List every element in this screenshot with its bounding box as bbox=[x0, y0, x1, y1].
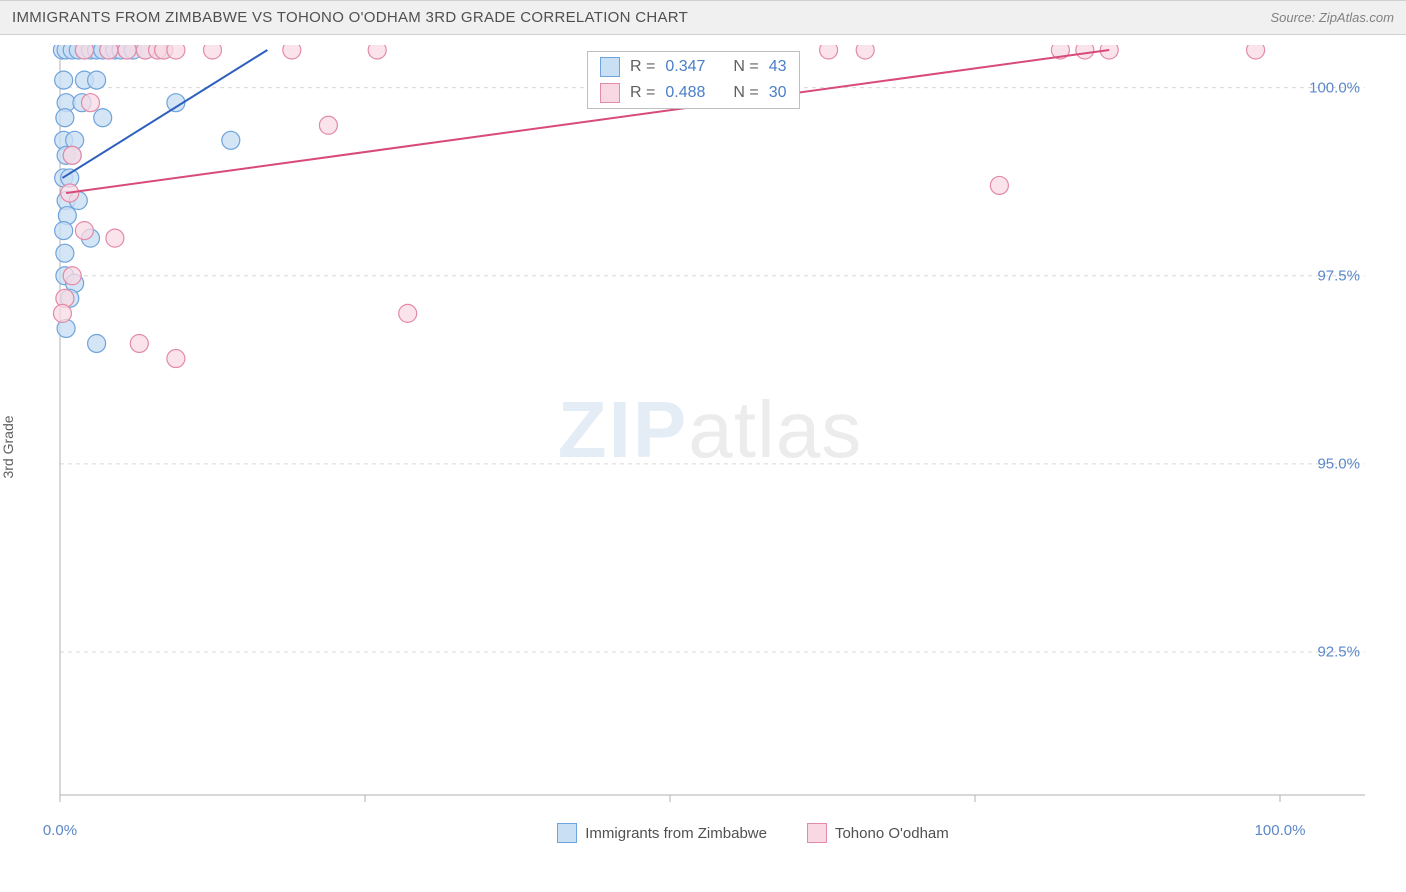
y-tick-label: 92.5% bbox=[1317, 644, 1360, 661]
legend-item: Tohono O'odham bbox=[807, 823, 949, 843]
legend-swatch bbox=[807, 823, 827, 843]
source-prefix: Source: bbox=[1270, 10, 1318, 25]
bottom-legend: Immigrants from Zimbabwe Tohono O'odham bbox=[50, 815, 1406, 843]
y-tick-labels: 92.5% 95.0% 97.5% 100.0% bbox=[50, 45, 1370, 815]
legend-item: Immigrants from Zimbabwe bbox=[557, 823, 767, 843]
plot-container: ZIPatlas R =0.347N =43R =0.488N =30 92.5… bbox=[50, 45, 1370, 815]
source-credit: Source: ZipAtlas.com bbox=[1270, 10, 1394, 25]
y-axis-label: 3rd Grade bbox=[0, 415, 16, 478]
chart-title: IMMIGRANTS FROM ZIMBABWE VS TOHONO O'ODH… bbox=[12, 9, 688, 26]
y-tick-label: 100.0% bbox=[1309, 79, 1360, 96]
legend-swatch bbox=[557, 823, 577, 843]
chart-area: 3rd Grade ZIPatlas R =0.347N =43R =0.488… bbox=[0, 35, 1406, 843]
legend-label: Immigrants from Zimbabwe bbox=[585, 825, 767, 842]
y-tick-label: 95.0% bbox=[1317, 455, 1360, 472]
x-tick-label: 0.0% bbox=[43, 822, 77, 839]
x-tick-label: 100.0% bbox=[1255, 822, 1306, 839]
y-tick-label: 97.5% bbox=[1317, 267, 1360, 284]
title-bar: IMMIGRANTS FROM ZIMBABWE VS TOHONO O'ODH… bbox=[0, 0, 1406, 35]
legend-label: Tohono O'odham bbox=[835, 825, 949, 842]
source-name: ZipAtlas.com bbox=[1319, 10, 1394, 25]
